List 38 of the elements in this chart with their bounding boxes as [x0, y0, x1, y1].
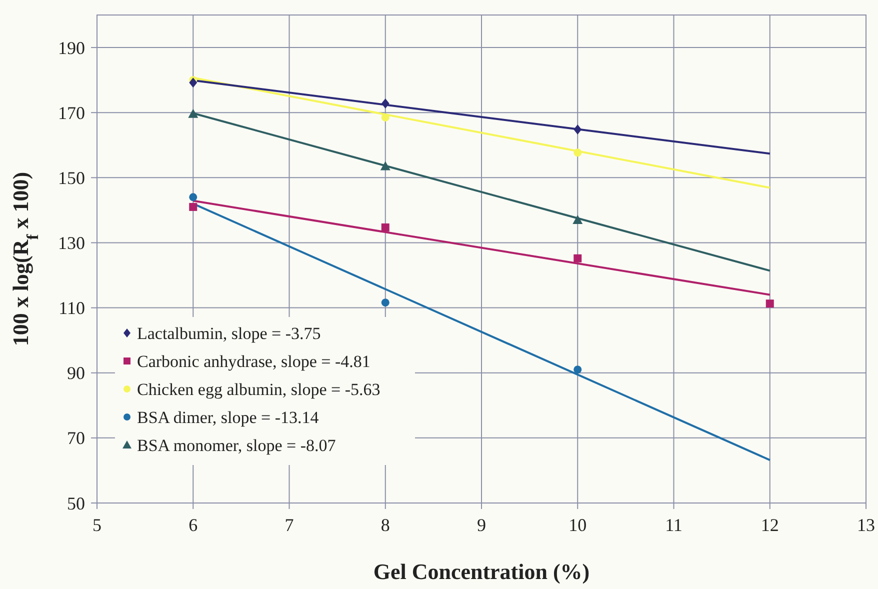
legend-label: BSA dimer, slope = -13.14	[137, 408, 320, 427]
y-tick-label: 70	[67, 428, 85, 448]
x-axis-title: Gel Concentration (%)	[373, 559, 590, 584]
point	[574, 366, 582, 374]
point	[572, 214, 583, 224]
point	[381, 98, 390, 108]
point	[574, 254, 582, 262]
x-tick-label: 8	[380, 515, 390, 535]
point	[574, 124, 582, 135]
y-tick-label: 90	[67, 363, 85, 384]
x-tick-label: 9	[477, 515, 486, 535]
point	[188, 108, 198, 118]
legend-label: Carbonic anhydrase, slope = -4.81	[137, 352, 370, 371]
legend-label: BSA monomer, slope = -8.07	[137, 436, 336, 455]
y-tick-label: 190	[58, 38, 85, 58]
point	[189, 202, 198, 211]
point	[381, 223, 390, 232]
point	[189, 193, 198, 202]
x-tick-label: 5	[92, 515, 102, 535]
x-tick-label: 10	[568, 515, 587, 535]
point	[381, 298, 390, 307]
y-tick-label: 110	[58, 298, 85, 318]
x-tick-label: 13	[857, 515, 875, 535]
y-tick-label: 130	[58, 233, 85, 254]
point	[766, 300, 774, 308]
x-tick-label: 11	[665, 515, 682, 535]
x-tick-label: 12	[760, 515, 779, 535]
y-tick-label: 170	[58, 102, 85, 123]
y-tick-label: 50	[67, 493, 85, 514]
point	[574, 148, 582, 157]
y-tick-label: 150	[58, 168, 85, 188]
point	[380, 161, 390, 170]
legend-label: Chicken egg albumin, slope = -5.63	[137, 380, 380, 399]
point	[381, 113, 390, 122]
x-tick-label: 6	[188, 515, 198, 535]
point	[189, 78, 198, 88]
x-tick-label: 7	[284, 515, 294, 535]
legend-label: Lactalbumin, slope = -3.75	[137, 324, 321, 343]
